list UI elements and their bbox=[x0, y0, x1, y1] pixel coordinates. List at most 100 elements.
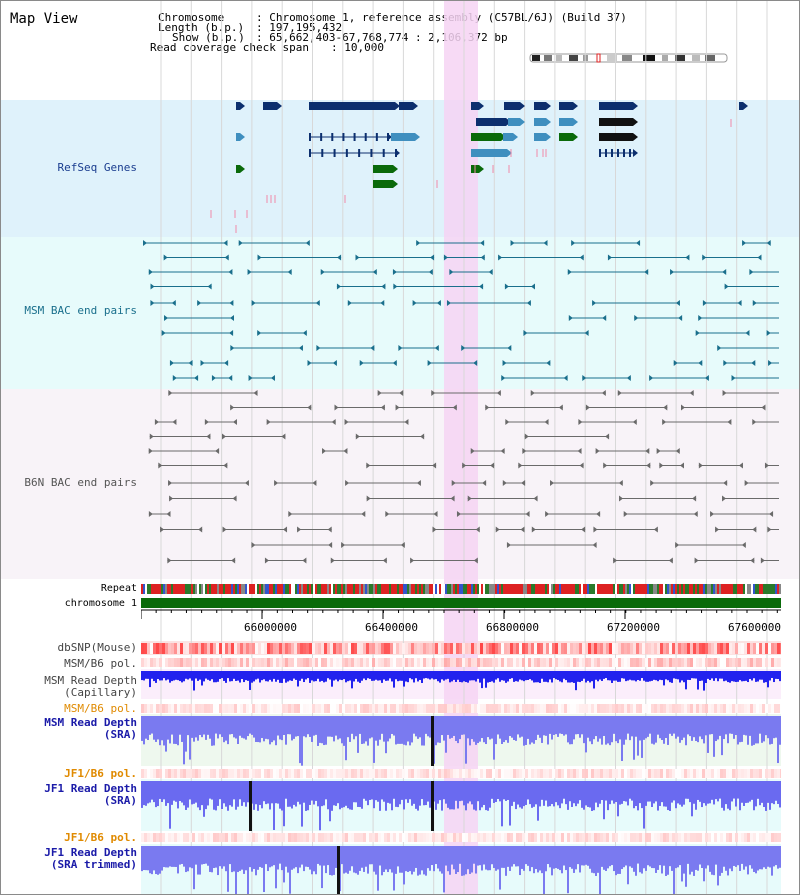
repeat-block bbox=[403, 584, 405, 594]
repeat-block bbox=[145, 584, 147, 594]
read-depth-bar bbox=[447, 781, 449, 808]
read-depth-bar bbox=[749, 781, 751, 802]
polymorphism-cell bbox=[372, 704, 375, 713]
chromosome-ideogram[interactable] bbox=[529, 52, 729, 64]
bac-end-marker bbox=[602, 315, 607, 321]
read-depth-bar bbox=[723, 716, 725, 740]
axis-tick-label: 67600000 bbox=[728, 621, 781, 634]
polymorphism-cell bbox=[771, 643, 774, 654]
bac-end-marker bbox=[768, 360, 773, 366]
read-depth-bar bbox=[483, 781, 485, 805]
read-depth-bar bbox=[333, 716, 335, 742]
polymorphism-cell bbox=[342, 643, 345, 654]
read-depth-bar bbox=[605, 846, 607, 871]
polymorphism-cell bbox=[315, 643, 318, 654]
gene-exon bbox=[605, 149, 607, 157]
polymorphism-cell bbox=[699, 769, 702, 778]
repeat-block bbox=[533, 584, 535, 594]
repeat-block bbox=[389, 584, 391, 594]
polymorphism-cell bbox=[642, 769, 645, 778]
read-depth-bar bbox=[461, 846, 463, 876]
read-depth-bar bbox=[705, 716, 707, 736]
read-depth-bar bbox=[295, 716, 297, 737]
repeat-block bbox=[679, 584, 681, 594]
read-depth-bar bbox=[209, 846, 211, 872]
read-depth-bar bbox=[315, 846, 317, 875]
polymorphism-cell bbox=[258, 704, 261, 713]
polymorphism-cell bbox=[339, 833, 342, 842]
read-depth-bar bbox=[609, 846, 611, 867]
read-depth-bar bbox=[435, 716, 437, 746]
polymorphism-cell bbox=[402, 833, 405, 842]
read-depth-bar bbox=[657, 716, 659, 735]
read-depth-bar bbox=[289, 846, 291, 894]
bac-end-marker bbox=[607, 254, 612, 261]
bac-end-marker bbox=[710, 511, 715, 517]
polymorphism-cell bbox=[210, 658, 213, 667]
polymorphism-cell bbox=[177, 833, 180, 842]
read-depth-bar bbox=[523, 671, 525, 682]
polymorphism-cell bbox=[270, 769, 273, 778]
repeat-block bbox=[461, 584, 463, 594]
bac-end-marker bbox=[253, 390, 258, 396]
read-depth-bar bbox=[247, 716, 249, 737]
polymorphism-cell bbox=[420, 769, 423, 778]
polymorphism-cell bbox=[198, 643, 201, 654]
read-depth-bar bbox=[265, 671, 267, 682]
read-depth-bar bbox=[275, 846, 277, 889]
polymorphism-cell bbox=[552, 643, 555, 654]
read-depth-bar bbox=[607, 846, 609, 869]
polymorphism-cell bbox=[489, 833, 492, 842]
bac-end-marker bbox=[229, 330, 234, 336]
read-depth-bar bbox=[561, 846, 563, 874]
repeat-block bbox=[641, 584, 643, 594]
read-depth-bar bbox=[203, 846, 205, 864]
polymorphism-cell bbox=[747, 658, 750, 667]
polymorphism-cell bbox=[141, 658, 144, 667]
read-depth-bar bbox=[237, 716, 239, 744]
read-depth-bar bbox=[661, 846, 663, 874]
bac-end-marker bbox=[266, 419, 271, 425]
polymorphism-cell bbox=[345, 769, 348, 778]
read-depth-bar bbox=[407, 671, 409, 683]
polymorphism-cell bbox=[336, 769, 339, 778]
polymorphism-cell bbox=[531, 704, 534, 713]
bac-end-marker bbox=[432, 526, 437, 533]
read-depth-bar bbox=[293, 846, 295, 869]
read-depth-bar bbox=[195, 716, 197, 738]
bac-end-marker bbox=[656, 448, 661, 454]
read-depth-bar bbox=[591, 716, 593, 745]
repeat-block bbox=[613, 584, 615, 594]
read-depth-bar bbox=[201, 846, 203, 865]
read-depth-bar bbox=[645, 716, 647, 739]
read-depth-bar bbox=[579, 781, 581, 801]
read-depth-bar bbox=[747, 716, 749, 745]
polymorphism-cell bbox=[780, 658, 781, 667]
genome-plot[interactable] bbox=[141, 1, 781, 895]
polymorphism-cell bbox=[681, 833, 684, 842]
read-depth-bar bbox=[417, 716, 419, 739]
polymorphism-cell bbox=[288, 704, 291, 713]
polymorphism-cell bbox=[441, 833, 444, 842]
polymorphism-cell bbox=[207, 658, 210, 667]
polymorphism-cell bbox=[312, 833, 315, 842]
read-depth-bar bbox=[335, 716, 337, 736]
polymorphism-cell bbox=[579, 658, 582, 667]
read-depth-bar bbox=[243, 846, 245, 874]
bac-end-marker bbox=[328, 542, 333, 548]
read-depth-bar bbox=[769, 781, 771, 810]
read-depth-bar bbox=[601, 671, 603, 681]
read-depth-bar bbox=[459, 671, 461, 683]
polymorphism-cell bbox=[705, 833, 708, 842]
bac-end-marker bbox=[274, 480, 279, 486]
bac-end-marker bbox=[232, 419, 237, 425]
repeat-block bbox=[273, 584, 275, 594]
polymorphism-cell bbox=[612, 704, 615, 713]
repeat-block bbox=[259, 584, 261, 594]
bac-end-marker bbox=[430, 254, 435, 261]
read-depth-bar bbox=[497, 671, 499, 679]
polymorphism-cell bbox=[543, 769, 546, 778]
polymorphism-cell bbox=[732, 769, 735, 778]
read-depth-bar bbox=[201, 781, 203, 806]
read-depth-bar bbox=[585, 846, 587, 865]
